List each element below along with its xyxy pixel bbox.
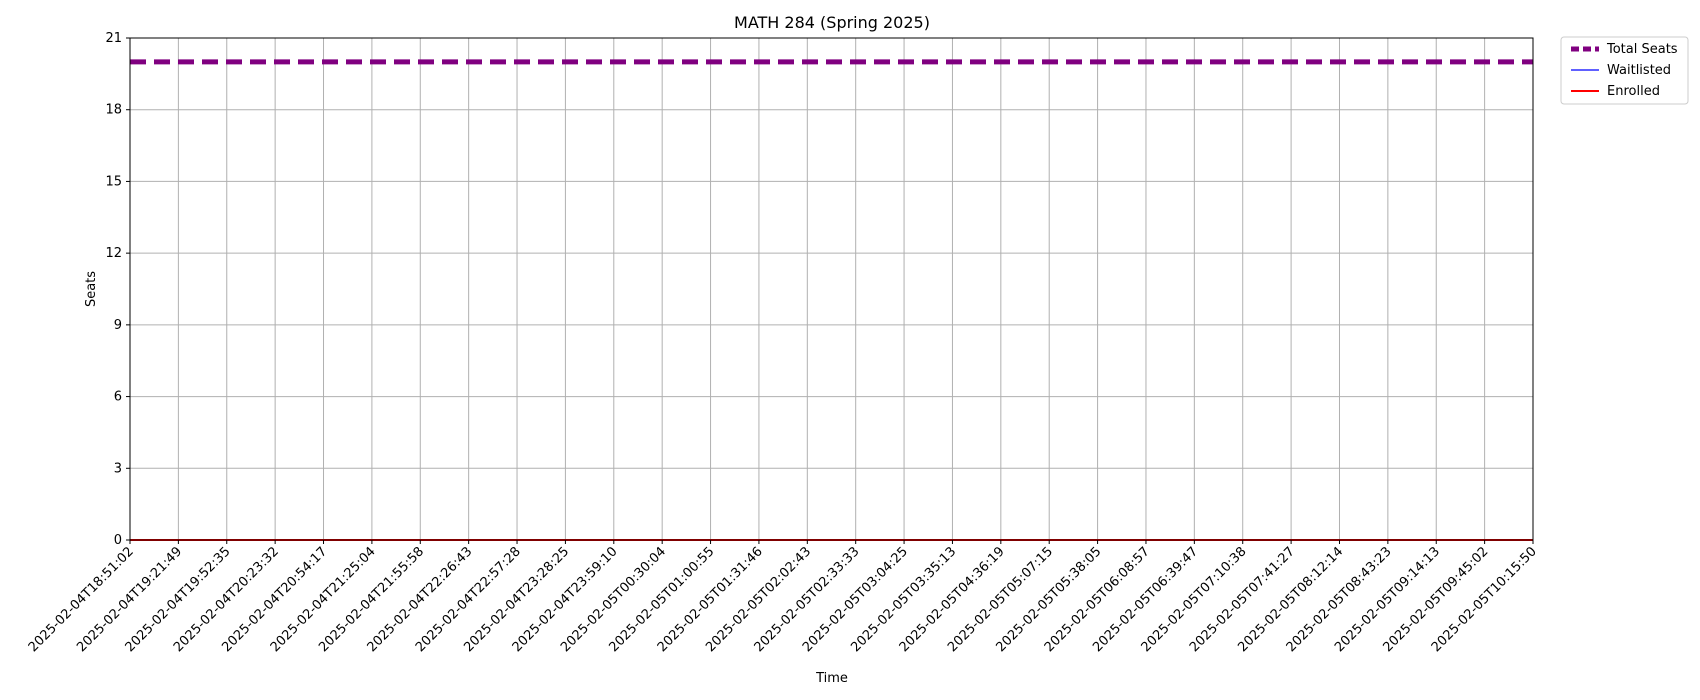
y-axis-title: Seats	[84, 271, 99, 307]
axis-layer: 0369121518212025-02-04T18:51:022025-02-0…	[26, 31, 1540, 655]
y-tick-label: 0	[114, 533, 122, 548]
legend-label: Enrolled	[1607, 84, 1660, 99]
y-tick-label: 18	[105, 103, 122, 118]
y-tick-label: 6	[114, 390, 122, 405]
y-tick-label: 3	[114, 461, 122, 476]
legend: Total Seats Waitlisted Enrolled	[1560, 36, 1689, 105]
plot-frame	[129, 37, 1534, 541]
y-tick-label: 21	[105, 31, 122, 46]
grid-layer	[129, 37, 1534, 541]
legend-frame	[1560, 36, 1689, 105]
legend-label: Waitlisted	[1607, 63, 1671, 78]
chart-title: MATH 284 (Spring 2025)	[734, 13, 930, 32]
y-tick-label: 12	[105, 246, 122, 261]
y-tick-label: 9	[114, 318, 122, 333]
y-tick-label: 15	[105, 174, 122, 189]
x-axis-title: Time	[815, 671, 848, 686]
legend-label: Total Seats	[1606, 42, 1678, 57]
